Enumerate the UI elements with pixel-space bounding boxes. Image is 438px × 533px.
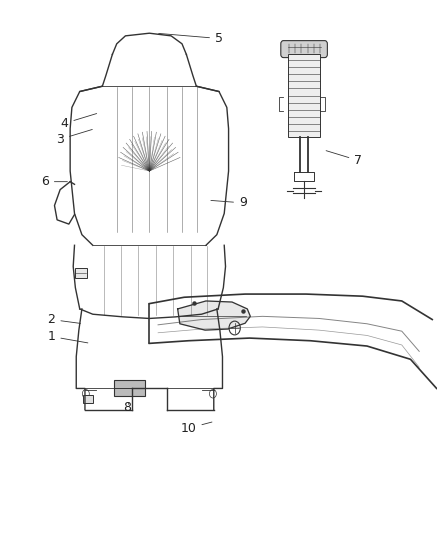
FancyBboxPatch shape — [281, 41, 327, 58]
Text: 3: 3 — [56, 130, 92, 146]
Polygon shape — [178, 301, 251, 330]
Text: 7: 7 — [326, 151, 362, 167]
Text: 5: 5 — [159, 32, 223, 45]
Bar — [83, 395, 93, 403]
Bar — [288, 54, 321, 136]
Text: 6: 6 — [41, 175, 67, 188]
Bar — [114, 381, 145, 397]
Text: 1: 1 — [47, 330, 88, 343]
Text: 8: 8 — [124, 400, 131, 414]
Text: 2: 2 — [47, 313, 81, 326]
Text: 9: 9 — [211, 196, 247, 209]
Text: 10: 10 — [180, 422, 212, 435]
Text: 4: 4 — [60, 114, 97, 130]
Bar — [74, 268, 87, 278]
